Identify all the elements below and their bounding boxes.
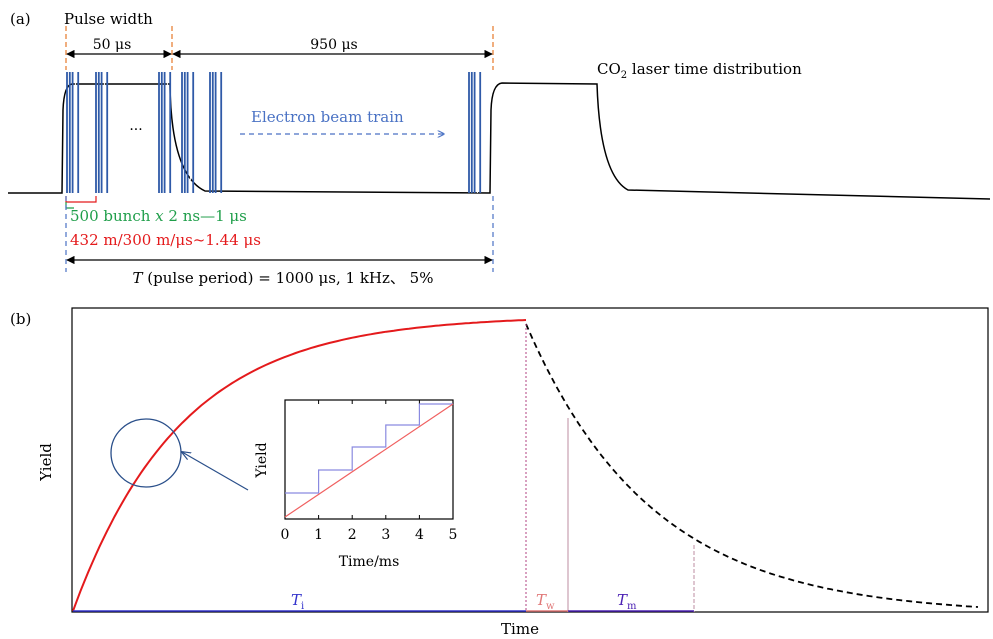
beam-train-label: Electron beam train xyxy=(251,108,404,126)
electron-bunch-groups xyxy=(66,72,482,193)
panel-a-label: (a) xyxy=(10,10,31,28)
inset-x-label: Time/ms xyxy=(339,554,400,570)
ellipsis-label: ··· xyxy=(129,122,142,138)
bunch-group xyxy=(66,72,80,193)
zoom-arrow xyxy=(182,452,249,491)
dim-950us-label: 950 μs xyxy=(310,37,357,53)
inset-ticks xyxy=(284,400,454,519)
Tm-label: Tm xyxy=(617,591,637,612)
zoom-circle xyxy=(110,418,182,488)
inset-plot: Yield Time/ms 0 1 2 3 4 5 xyxy=(254,399,458,570)
bunch-bracket xyxy=(65,196,97,203)
Tw-label: Tw xyxy=(536,591,555,612)
inset-x-tick-label: 2 xyxy=(348,527,357,543)
inset-x-tick-label: 3 xyxy=(381,527,390,543)
inset-step-curve xyxy=(285,403,453,494)
bunch-label: 500 bunch x 2 ns—1 μs xyxy=(70,207,247,225)
inset-x-tick-label: 5 xyxy=(449,527,458,543)
bunch-group xyxy=(468,72,482,193)
inset-x-tick-label: 1 xyxy=(314,527,323,543)
bunch-group xyxy=(209,72,223,193)
panel-b-label: (b) xyxy=(10,310,31,328)
laser-label: CO2 laser time distribution xyxy=(597,60,802,81)
transit-label: 432 m/300 m/μs~1.44 μs xyxy=(70,231,261,249)
x-axis-label: Time xyxy=(501,620,539,638)
inset-linear-fit xyxy=(284,403,454,518)
panel-b: (b) Yield Time Ti Tw Tm Yield Time/ms xyxy=(10,307,989,638)
inset-x-tick-label: 0 xyxy=(281,527,290,543)
panel-a: (a) Pulse width 50 μs 950 μs ··· CO2 las… xyxy=(8,10,991,287)
y-axis-label: Yield xyxy=(37,443,55,482)
laser-waveform xyxy=(8,82,991,200)
bunch-group xyxy=(158,72,172,193)
bunch-group xyxy=(181,72,195,193)
dim-50us-label: 50 μs xyxy=(93,37,132,53)
inset-x-tick-label: 4 xyxy=(415,527,424,543)
bunch-group xyxy=(95,72,109,193)
Ti-label: Ti xyxy=(291,591,304,612)
inset-y-label: Yield xyxy=(254,442,270,478)
growth-curve xyxy=(72,319,527,612)
pulse-width-label: Pulse width xyxy=(64,10,153,28)
decay-curve xyxy=(525,323,979,608)
inset-frame xyxy=(284,399,454,520)
inset-tick-labels: 0 1 2 3 4 5 xyxy=(281,527,458,543)
period-label: T (pulse period) = 1000 μs, 1 kHz、 5% xyxy=(133,269,434,287)
plot-frame xyxy=(71,307,989,613)
